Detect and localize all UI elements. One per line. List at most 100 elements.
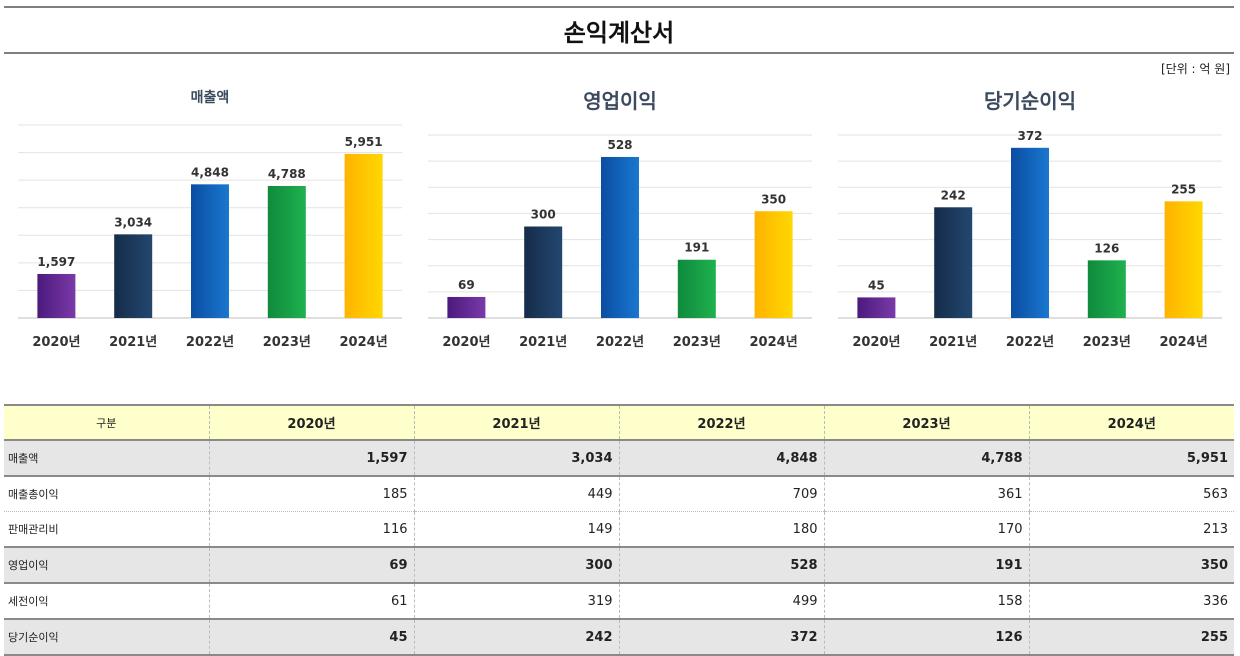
- bar: [754, 211, 793, 318]
- data-label: 4,848: [191, 165, 229, 179]
- chart-operating-profit: 영업이익 69 2020년 300 2021년 528 2022년 191 2023년 350 20…: [424, 80, 816, 360]
- row-label: 매출액: [4, 439, 209, 477]
- table-row: 세전이익 61 319 499 158 336: [4, 583, 1234, 620]
- category-label: 2023년: [263, 335, 311, 350]
- table-cell: 158: [823, 583, 1029, 620]
- row-label: 당기순이익: [4, 618, 209, 656]
- row-label: 세전이익: [4, 583, 209, 620]
- bar: [1164, 201, 1203, 318]
- table-cell: 1,597: [208, 439, 414, 477]
- data-label: 350: [761, 192, 786, 206]
- bar: [677, 259, 716, 318]
- bar: [857, 297, 896, 318]
- table-header-row: 구분 2020년 2021년 2022년 2023년 2024년: [4, 404, 1234, 441]
- data-label: 528: [607, 138, 632, 152]
- bar: [267, 185, 306, 318]
- category-label: 2022년: [1006, 335, 1054, 350]
- bar: [601, 156, 639, 318]
- category-label: 2021년: [109, 335, 157, 350]
- table-row: 영업이익 69 300 528 191 350: [4, 546, 1234, 584]
- data-label: 3,034: [114, 215, 152, 229]
- category-label: 2020년: [442, 335, 490, 350]
- data-label: 5,951: [345, 135, 383, 149]
- table-cell: 372: [618, 618, 824, 656]
- table-cell: 4,848: [618, 439, 824, 477]
- table-cell: 319: [413, 583, 619, 620]
- chart-title: 영업이익: [583, 89, 657, 113]
- chart-net-income-svg: 당기순이익 45 2020년 242 2021년 372 2022년 126 2023년 255 2…: [838, 89, 1222, 350]
- table-cell: 528: [618, 546, 824, 584]
- bar: [37, 273, 76, 318]
- table-cell: 350: [1028, 546, 1234, 584]
- header-cell: 2021년: [413, 404, 619, 441]
- chart-net-income: 당기순이익 45 2020년 242 2021년 372 2022년 126 2023년 255 2…: [834, 80, 1226, 360]
- table-row: 매출액 1,597 3,034 4,848 4,788 5,951: [4, 439, 1234, 477]
- table-cell: 213: [1028, 511, 1234, 548]
- category-label: 2022년: [596, 335, 644, 350]
- data-label: 69: [458, 278, 475, 292]
- bar: [114, 234, 153, 318]
- category-label: 2020년: [32, 335, 80, 350]
- table-cell: 255: [1028, 618, 1234, 656]
- bar: [934, 207, 973, 318]
- chart-revenue-svg: 매출액 1,597 2020년 3,034 2021년 4,848 2022년 4,788 20…: [18, 89, 402, 350]
- category-label: 2024년: [750, 335, 798, 350]
- unit-label: [단위 : 억 원]: [1160, 62, 1230, 76]
- header-cell: 2024년: [1028, 404, 1234, 441]
- table-cell: 499: [618, 583, 824, 620]
- data-label: 45: [868, 278, 885, 292]
- bar: [1011, 147, 1049, 318]
- table-cell: 300: [413, 546, 619, 584]
- table-cell: 563: [1028, 476, 1234, 512]
- header-cell: 2020년: [208, 404, 414, 441]
- chart-title: 매출액: [191, 89, 230, 106]
- table-cell: 185: [208, 476, 414, 512]
- data-label: 255: [1171, 182, 1196, 196]
- bar: [524, 226, 563, 318]
- table-cell: 5,951: [1028, 439, 1234, 477]
- data-label: 242: [941, 188, 966, 202]
- row-label: 판매관리비: [4, 511, 209, 548]
- bar: [447, 296, 486, 318]
- header-cell: 2022년: [618, 404, 824, 441]
- category-label: 2022년: [186, 335, 234, 350]
- data-label: 126: [1094, 241, 1119, 255]
- table-cell: 61: [208, 583, 414, 620]
- table-cell: 69: [208, 546, 414, 584]
- table-cell: 3,034: [413, 439, 619, 477]
- row-label: 영업이익: [4, 546, 209, 584]
- table-cell: 149: [413, 511, 619, 548]
- header-cell: 2023년: [823, 404, 1029, 441]
- data-label: 300: [531, 208, 556, 222]
- category-label: 2021년: [929, 335, 977, 350]
- data-label: 1,597: [37, 255, 75, 269]
- table-row: 판매관리비 116 149 180 170 213: [4, 511, 1234, 548]
- header-cell: 구분: [4, 404, 209, 441]
- category-label: 2024년: [1160, 335, 1208, 350]
- data-label: 372: [1017, 129, 1042, 143]
- table-cell: 191: [823, 546, 1029, 584]
- chart-revenue: 매출액 1,597 2020년 3,034 2021년 4,848 2022년 4,788 20…: [14, 80, 406, 360]
- table-cell: 361: [823, 476, 1029, 512]
- category-label: 2023년: [673, 335, 721, 350]
- table-cell: 709: [618, 476, 824, 512]
- table-cell: 170: [823, 511, 1029, 548]
- income-statement-table: 구분 2020년 2021년 2022년 2023년 2024년 매출액 1,59…: [4, 404, 1234, 656]
- chart-title: 당기순이익: [984, 89, 1076, 113]
- table-cell: 4,788: [823, 439, 1029, 477]
- data-label: 4,788: [268, 167, 306, 181]
- row-label: 매출총이익: [4, 476, 209, 512]
- bar: [344, 153, 383, 318]
- category-label: 2021년: [519, 335, 567, 350]
- chart-operating-profit-svg: 영업이익 69 2020년 300 2021년 528 2022년 191 2023년 350 20…: [428, 89, 812, 350]
- table-cell: 45: [208, 618, 414, 656]
- bar: [191, 184, 229, 318]
- category-label: 2020년: [852, 335, 900, 350]
- table-cell: 336: [1028, 583, 1234, 620]
- category-label: 2024년: [340, 335, 388, 350]
- page-title: 손익계산서: [4, 6, 1234, 54]
- table-row: 매출총이익 185 449 709 361 563: [4, 476, 1234, 512]
- category-label: 2023년: [1083, 335, 1131, 350]
- table-cell: 449: [413, 476, 619, 512]
- table-cell: 180: [618, 511, 824, 548]
